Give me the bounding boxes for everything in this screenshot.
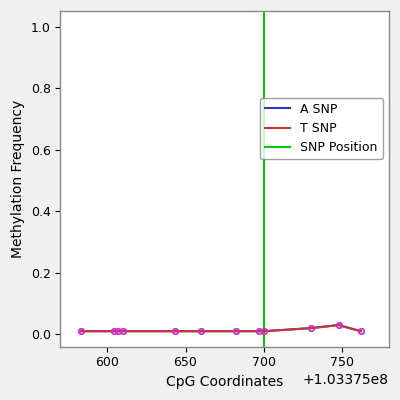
Y-axis label: Methylation Frequency: Methylation Frequency (11, 100, 25, 258)
Legend: A SNP, T SNP, SNP Position: A SNP, T SNP, SNP Position (260, 98, 383, 159)
X-axis label: CpG Coordinates: CpG Coordinates (166, 375, 283, 389)
